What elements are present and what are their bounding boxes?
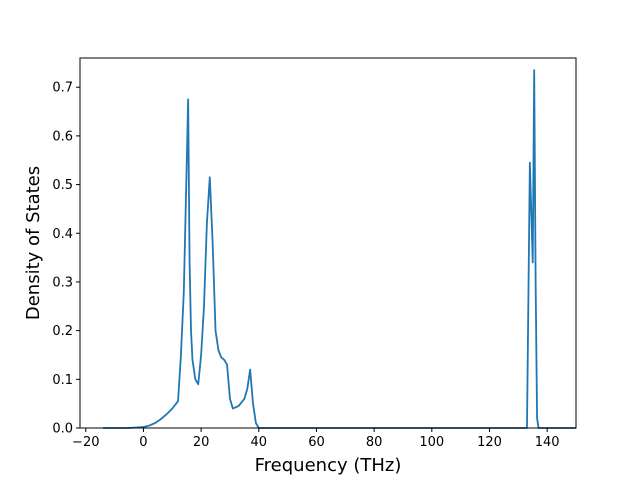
y-tick-label: 0.0 [52,422,73,437]
y-tick-label: 0.5 [52,178,73,193]
x-tick-label: 20 [193,435,210,450]
x-axis-label: Frequency (THz) [255,455,402,476]
y-tick-label: 0.3 [52,275,73,290]
y-tick-label: 0.1 [52,373,73,388]
plot-frame [79,57,577,429]
y-tick-label: 0.4 [52,227,73,242]
x-tick-label: 100 [419,435,444,450]
y-axis-label: Density of States [23,166,44,320]
x-tick-label: 120 [477,435,502,450]
x-tick-label: 60 [308,435,325,450]
x-tick-label: 140 [535,435,560,450]
plot-area [80,58,576,428]
x-tick-label: 80 [366,435,383,450]
ticks-layer: −20 0 20 40 60 80 100 120 140 0.0 0.1 0.2 0.3 0.4 0.5 0… [52,81,559,450]
y-tick-label: 0.7 [52,81,73,96]
x-tick-label: −20 [72,435,99,450]
y-tick-label: 0.2 [52,324,73,339]
y-tick-label: 0.6 [52,129,73,144]
x-tick-label: 40 [251,435,268,450]
x-tick-label: 0 [139,435,147,450]
